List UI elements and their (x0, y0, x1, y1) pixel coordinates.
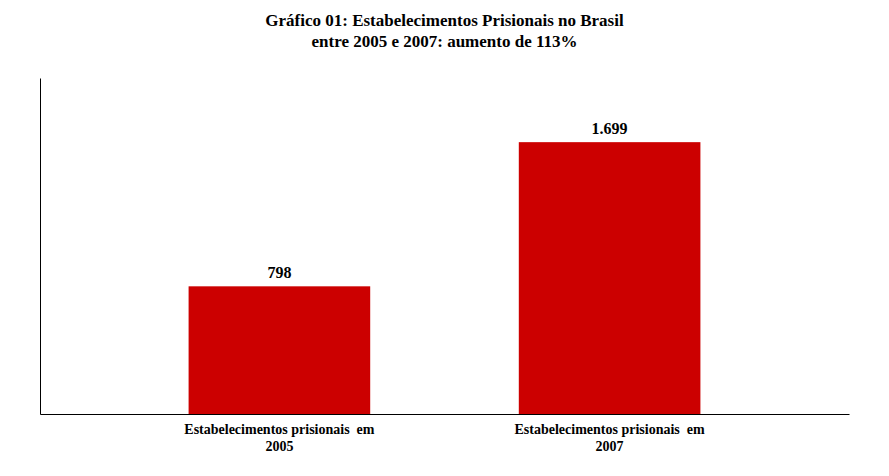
bars (189, 142, 701, 414)
plot: Estabelecimentos prisionais em2005 Estabe… (41, 79, 850, 454)
chart: Gráfico 01: Estabelecimentos Prisionais … (0, 0, 889, 476)
x-tick-label: Estabelecimentos prisionais em2007 (515, 422, 705, 454)
x-tick: Estabelecimentos prisionais em2005 (184, 422, 374, 454)
x-axis-line (41, 414, 850, 415)
data-label: 1.699 (592, 120, 628, 137)
y-axis-line (40, 79, 41, 415)
y-axis (40, 79, 41, 415)
title: Gráfico 01: Estabelecimentos Prisionais … (265, 11, 624, 51)
x-axis: Estabelecimentos prisionais em2005 Estabe… (41, 415, 850, 454)
x-tick-label: Estabelecimentos prisionais em2005 (184, 422, 374, 454)
bar (519, 142, 701, 414)
data-label: 798 (267, 264, 291, 281)
x-tick: Estabelecimentos prisionais em2007 (515, 422, 705, 454)
data-labels: 798 1.699 (267, 120, 627, 281)
bar (189, 286, 371, 414)
